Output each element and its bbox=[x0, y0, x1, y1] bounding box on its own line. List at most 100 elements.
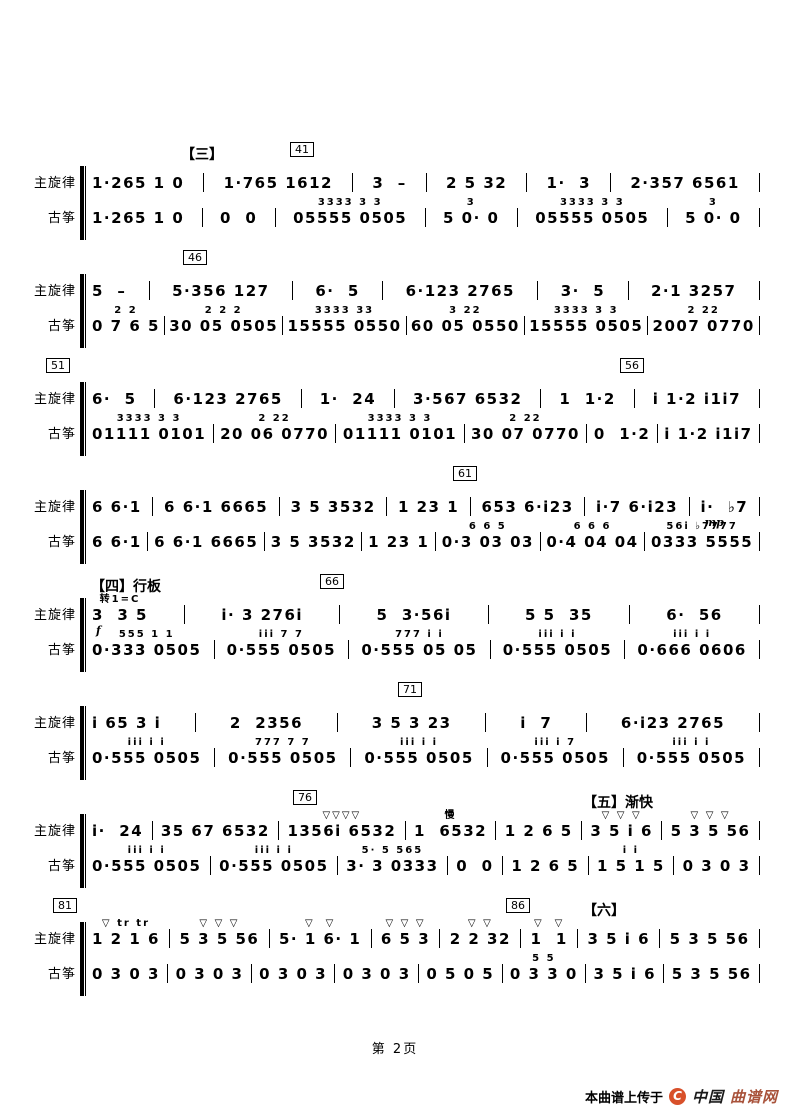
measure: iii i i 0·555 0505 bbox=[92, 844, 201, 876]
measure-notes: 0 5 0 5 bbox=[426, 965, 495, 983]
barline bbox=[394, 389, 396, 408]
part-label-guzheng: 古筝 bbox=[47, 211, 76, 226]
barline bbox=[629, 605, 631, 624]
measure-notes: 6· 56 bbox=[666, 606, 723, 624]
measure-notes: 3 5 i 6 bbox=[587, 930, 651, 948]
measure: iii 7 7 0·555 0505 bbox=[227, 628, 336, 660]
measure-ornament-row: ▽ ▽ ▽ bbox=[690, 810, 731, 821]
part-label-guzheng: 古筝 bbox=[47, 859, 76, 874]
measure: 2 2 2 30 05 0505 bbox=[169, 304, 278, 336]
measure-notes: 6· 5 bbox=[315, 282, 360, 300]
measure-notes: 2007 0770 bbox=[652, 317, 755, 335]
barline bbox=[495, 821, 497, 840]
measure-ornament-row: iii i i bbox=[254, 845, 293, 856]
barline bbox=[212, 424, 214, 443]
barline bbox=[417, 964, 419, 983]
measure: 5·356 127 bbox=[172, 269, 269, 301]
measure: ▽ ▽ ▽ 5 3 5 56 bbox=[671, 809, 751, 841]
measure: 0 5 0 5 bbox=[426, 952, 494, 984]
score-body: 【三】 41 主旋律 1·265 1 0 1·765 1612 3 –2 5 32 1… bbox=[28, 142, 762, 1010]
measure: 3·567 6532 bbox=[413, 377, 522, 409]
measure: 3333 3 3 05555 0505 bbox=[293, 196, 407, 228]
system-bracket bbox=[80, 814, 91, 888]
measure-number-box: 86 bbox=[506, 898, 530, 913]
measure-notes: 3· 5 bbox=[560, 282, 606, 300]
measure: iii i i 0·555 0505 bbox=[503, 628, 612, 660]
measure: iii i i 0·555 0505 bbox=[364, 736, 473, 768]
melody-measures: i· 24 35 67 6532 ▽▽▽▽ 1356i 6532 慢 1 6532 1 2 … bbox=[92, 809, 762, 841]
guzheng-line: 古筝 555 1 1 0·333 0505 iii 7 7 0·555 0505 777… bbox=[28, 628, 762, 660]
part-label-melody: 主旋律 bbox=[33, 608, 76, 623]
measure-ornament-row: iii i i bbox=[673, 629, 712, 640]
measure-notes: 0·555 0505 bbox=[92, 857, 202, 875]
barline bbox=[339, 605, 341, 624]
barline bbox=[523, 316, 525, 335]
part-label-guzheng: 古筝 bbox=[47, 535, 76, 550]
measure: 1 1·2 bbox=[559, 377, 615, 409]
barline bbox=[370, 929, 372, 948]
barline bbox=[539, 532, 541, 551]
measure-notes: 60 05 0550 bbox=[410, 317, 520, 335]
measure-ornament-row: iii i i bbox=[400, 737, 439, 748]
guzheng-measures: iii i i 0·555 0505 iii i i 0·555 0505 5· 5 5… bbox=[92, 844, 762, 876]
measure-ornament-row: iii i 7 bbox=[534, 737, 577, 748]
measure-notes: 0 3 0 3 bbox=[682, 857, 751, 875]
system-bracket bbox=[80, 490, 91, 564]
barline bbox=[184, 605, 186, 624]
barline bbox=[537, 281, 539, 300]
measure: 3333 3 3 01111 0101 bbox=[92, 412, 206, 444]
measure: 3333 3 3 01111 0101 bbox=[343, 412, 457, 444]
barline bbox=[250, 964, 252, 983]
measure-notes: 0·555 0505 bbox=[636, 749, 747, 767]
site-name-red: 曲谱网 bbox=[729, 1088, 778, 1106]
barline bbox=[661, 821, 663, 840]
measure-notes: 05555 0505 bbox=[535, 209, 650, 227]
barline bbox=[758, 964, 760, 983]
measure: 2·1 3257 bbox=[651, 269, 737, 301]
measure-ornament-row: 777 7 7 bbox=[255, 737, 311, 748]
part-label-melody: 主旋律 bbox=[33, 932, 76, 947]
measure: iii i i 0·555 0505 bbox=[92, 736, 201, 768]
system-bracket bbox=[80, 922, 91, 996]
measure-notes: 1 23 1 bbox=[368, 533, 430, 551]
barline bbox=[435, 532, 437, 551]
measure: i 1·2 i1i7 bbox=[653, 377, 741, 409]
barline bbox=[424, 208, 426, 227]
barline bbox=[647, 316, 649, 335]
measure-notes: i·7 6·i23 bbox=[595, 498, 679, 516]
measure-notes: 3 5 i 6 bbox=[590, 822, 653, 840]
measure: 5 3·56i bbox=[376, 593, 451, 625]
measure: 6 6·1 6665 bbox=[164, 485, 268, 517]
measure-ornament-row: ▽ ▽ bbox=[534, 918, 565, 929]
measure-number-box: 71 bbox=[398, 682, 422, 697]
barline bbox=[659, 929, 661, 948]
measure: i 1·2 i1i7 bbox=[664, 412, 752, 444]
melody-measures: 1·265 1 0 1·765 1612 3 – 2 5 32 1· 3 2·357 65… bbox=[92, 161, 762, 193]
barline bbox=[489, 640, 491, 659]
measure: 6 6·1 bbox=[92, 520, 142, 552]
part-label-melody: 主旋律 bbox=[33, 284, 76, 299]
measure: ▽ ▽ 2 2 32 bbox=[450, 917, 511, 949]
measure-notes: 0·333 0505 bbox=[92, 641, 202, 659]
measure-notes: 3 5 i 6 bbox=[593, 965, 657, 983]
melody-measures: 转1=C 3 3 5 f i· 3 276i 5 3·56i 5 5 35 6· 56 bbox=[92, 593, 762, 636]
barline bbox=[627, 281, 629, 300]
measure-ornament-row: 2 2 2 bbox=[204, 305, 243, 316]
barline bbox=[758, 389, 760, 408]
measure-notes: 0·555 05 05 bbox=[361, 641, 478, 659]
barline bbox=[169, 929, 171, 948]
measure: 653 6·i23 bbox=[481, 485, 573, 517]
melody-line: 主旋律 1·265 1 0 1·765 1612 3 – 2 5 32 1· 3 2·35… bbox=[28, 161, 762, 193]
measure-notes: 1 1 bbox=[530, 930, 568, 948]
measure-notes: 1 2 1 6 bbox=[92, 930, 160, 948]
measure: 1· 24 bbox=[320, 377, 376, 409]
barline bbox=[758, 173, 760, 192]
measure-ornament-row: iii 7 7 bbox=[258, 629, 304, 640]
barline bbox=[585, 964, 587, 983]
barline bbox=[195, 713, 197, 732]
system-3: 51 56 主旋律 6· 5 6·123 2765 1· 24 3·567 6532 1… bbox=[28, 358, 762, 462]
measure: 1 23 1 bbox=[398, 485, 459, 517]
measure-notes: 0·555 0505 bbox=[502, 641, 613, 659]
